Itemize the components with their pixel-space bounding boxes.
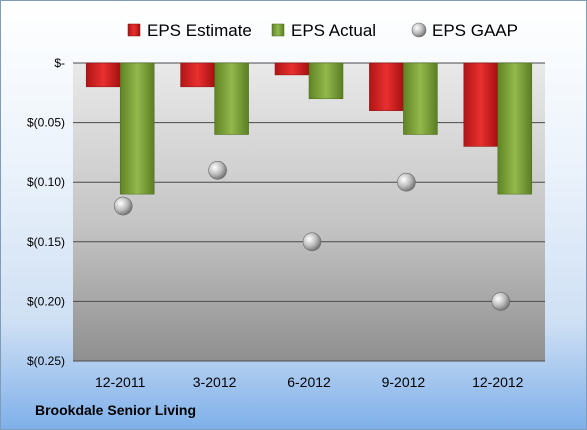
- legend-label: EPS GAAP: [432, 21, 518, 40]
- actual-bar: [214, 62, 249, 135]
- gaap-point: [113, 196, 133, 216]
- legend-swatch: [271, 23, 285, 37]
- y-tick-label: $(0.15): [27, 235, 65, 249]
- x-category-label: 12-2012: [472, 374, 524, 390]
- estimate-bar: [463, 62, 499, 147]
- actual-bar: [119, 62, 155, 195]
- legend-swatch: [127, 23, 141, 37]
- gaap-markers: [113, 160, 511, 311]
- y-tick-label: $-: [54, 56, 65, 70]
- gaap-point: [491, 292, 511, 311]
- legend-label: EPS Estimate: [147, 21, 252, 40]
- actual-bar: [403, 62, 438, 135]
- y-tick-label: $(0.05): [27, 116, 65, 130]
- gaap-point: [208, 160, 227, 180]
- estimate-bar: [85, 62, 121, 88]
- x-category-label: 9-2012: [382, 374, 426, 390]
- actual-bar: [308, 62, 344, 100]
- bars: [85, 62, 533, 195]
- y-tick-label: $(0.20): [27, 294, 65, 308]
- x-axis-categories: 12-2011 3-2012 6-2012 9-2012 12-2012: [95, 374, 524, 390]
- estimate-bar: [274, 62, 310, 76]
- legend: EPS Estimate EPS Actual EPS GAAP: [127, 21, 518, 40]
- actual-bar: [497, 62, 533, 195]
- y-tick-label: $(0.10): [27, 175, 65, 189]
- legend-swatch: [411, 22, 427, 38]
- company-name: Brookdale Senior Living: [35, 402, 197, 418]
- gaap-point: [302, 232, 322, 252]
- estimate-bar: [180, 62, 215, 88]
- x-category-label: 12-2011: [95, 374, 146, 390]
- gaap-point: [397, 172, 416, 192]
- legend-label: EPS Actual: [291, 21, 376, 40]
- x-category-label: 6-2012: [287, 374, 331, 390]
- x-category-label: 3-2012: [193, 374, 237, 390]
- estimate-bar: [369, 62, 404, 111]
- y-axis-ticks: $- $(0.05) $(0.10) $(0.15) $(0.20) $(0.25): [27, 56, 65, 368]
- y-tick-label: $(0.25): [27, 354, 65, 368]
